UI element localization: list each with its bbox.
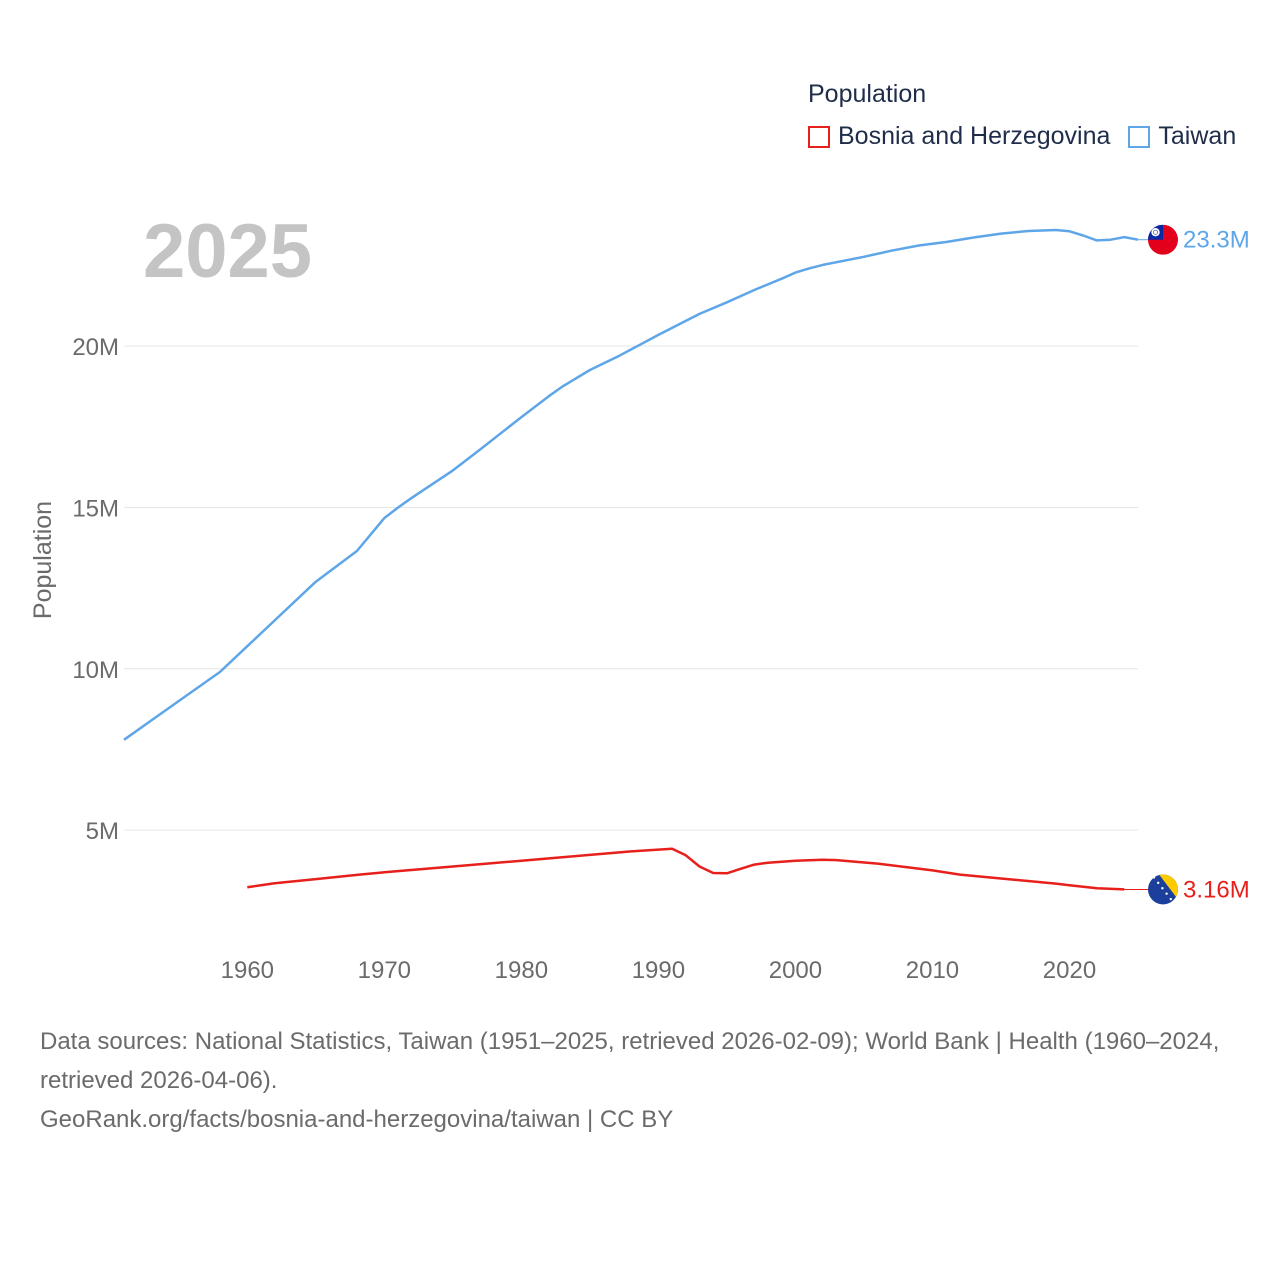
year-label: 2025 <box>143 209 313 294</box>
x-tick-label: 1980 <box>495 957 548 984</box>
legend-swatch-bosnia <box>808 125 830 148</box>
y-tick-label: 20M <box>72 334 119 361</box>
x-tick-label: 1970 <box>358 957 411 984</box>
x-axis-ticks: 1960 1970 1980 1990 2000 2010 2020 <box>221 957 1097 984</box>
bosnia-flag-icon <box>1148 874 1178 905</box>
legend-swatch-taiwan <box>1128 125 1151 148</box>
chart-area: 5M 10M 15M 20M 1960 1970 1980 1990 2000 2010 2020… <box>29 224 1250 984</box>
taiwan-flag-icon <box>1148 224 1178 255</box>
legend-label-taiwan: Taiwan <box>1158 122 1237 150</box>
end-labels: 23.3M 3.16M <box>1124 224 1250 905</box>
y-tick-label: 15M <box>72 495 119 522</box>
legend-title: Population <box>808 80 927 108</box>
source-link[interactable]: GeoRank.org/facts/bosnia-and-herzegovina… <box>40 1106 674 1133</box>
gridlines <box>124 345 1138 831</box>
series-line-bosnia <box>247 847 1125 891</box>
data-sources: Data sources: National Statistics, Taiwa… <box>40 1028 1220 1094</box>
y-axis-ticks: 5M 10M 15M 20M <box>72 334 119 845</box>
series-line-taiwan <box>123 228 1139 741</box>
y-tick-label: 10M <box>72 657 119 684</box>
x-tick-label: 1990 <box>632 957 685 984</box>
legend-item-taiwan[interactable]: Taiwan <box>1128 122 1236 151</box>
legend: Bosnia and Herzegovina Taiwan <box>808 122 1236 151</box>
x-tick-label: 2000 <box>769 957 822 984</box>
legend-item-bosnia[interactable]: Bosnia and Herzegovina <box>808 122 1110 151</box>
x-tick-label: 2010 <box>906 957 959 984</box>
y-tick-label: 5M <box>86 818 119 845</box>
x-tick-label: 1960 <box>221 957 274 984</box>
end-label-bosnia: 3.16M <box>1183 876 1250 903</box>
y-axis-label: Population <box>29 501 57 619</box>
series-layer <box>123 228 1139 891</box>
end-label-taiwan: 23.3M <box>1183 227 1250 254</box>
x-tick-label: 2020 <box>1043 957 1096 984</box>
footer: Data sources: National Statistics, Taiwa… <box>40 1022 1250 1139</box>
legend-label-bosnia: Bosnia and Herzegovina <box>838 122 1111 150</box>
